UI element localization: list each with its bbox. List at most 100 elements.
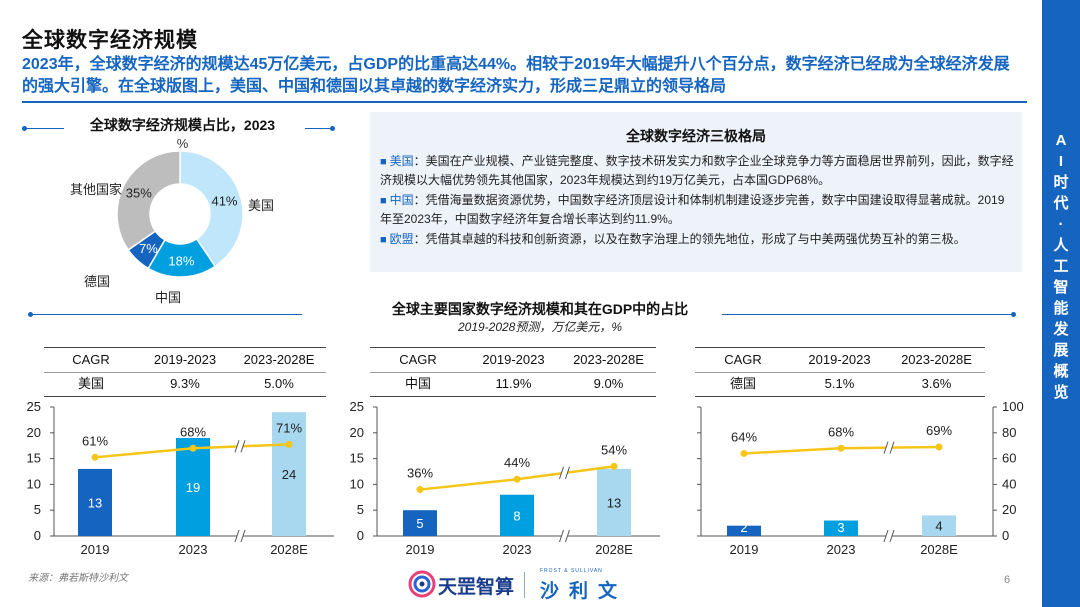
gdp-share-label: 64% (731, 429, 757, 444)
table-cell: 3.6% (921, 376, 952, 391)
section-band-char: 览 (1053, 384, 1069, 401)
tiangang-logo-text: 天罡智算 (438, 577, 515, 598)
axis-break-mark (883, 441, 889, 454)
gdp-share-point (91, 453, 99, 461)
section-band-char: 代 (1053, 195, 1069, 212)
table-header: 2019-2023 (482, 352, 545, 367)
bar-value-label: 4 (935, 519, 942, 534)
frost-sullivan-logo-text: 沙利文 (540, 581, 628, 602)
pie-heading: 全球数字经济规模占比，2023 (89, 117, 276, 133)
bar-value-label: 13 (88, 495, 102, 510)
x-tick-label: 2023 (503, 542, 532, 557)
pie-category-label: 其他国家 (70, 182, 122, 197)
bar (597, 468, 631, 536)
x-tick-label: 2019 (81, 542, 110, 557)
y-tick-label: 25 (350, 399, 364, 414)
tripolar-item-text: ：凭借其卓越的科技和创新资源，以及在数字治理上的领先地位，形成了与中美两强优势互… (413, 232, 966, 246)
table-header: CAGR (724, 352, 762, 367)
tripolar-item-name: 美国 (389, 154, 414, 168)
y-tick-label-right: 20 (1002, 502, 1016, 517)
country-charts-heading: 全球主要国家数字经济规模和其在GDP中的占比 (391, 301, 689, 317)
bar (272, 412, 306, 536)
table-cell: 9.0% (593, 376, 624, 391)
tripolar-item-us: ■ 美国：美国在产业规模、产业链完整度、数字技术研发实力和数字企业全球竞争力等方面… (380, 152, 1015, 189)
bullet-square-icon: ■ (380, 234, 387, 246)
pie-unit: % (176, 136, 189, 151)
section-band (1042, 0, 1080, 607)
page-number: 6 (1004, 574, 1011, 586)
y-tick-label: 10 (27, 476, 41, 491)
section-rule-left (32, 314, 302, 315)
axis-break-mark (559, 466, 564, 479)
country-chart-2: 0 20 40 60 80 100 2 2019 3 2023 4 2028E 64% 68% 69% (697, 399, 1024, 557)
axis-break-mark (234, 440, 240, 453)
axis-break-mark (240, 440, 246, 453)
gdp-share-label: 68% (828, 424, 854, 439)
heading-dot-right (330, 126, 335, 131)
frost-sullivan-logo-small: FROST & SULLIVAN (540, 568, 603, 574)
section-dot-left (28, 312, 33, 317)
axis-break-gap (561, 466, 568, 479)
pie-value-label: 41% (211, 193, 237, 208)
bar (824, 520, 858, 536)
table-rule (44, 396, 326, 397)
y-tick-label: 20 (27, 425, 41, 440)
axis-break-mark (565, 529, 570, 543)
tripolar-panel (370, 112, 1022, 272)
table-header: 2023-2028E (901, 352, 972, 367)
tripolar-item-name: 中国 (389, 193, 414, 207)
source-note: 来源：弗若斯特沙利文 (28, 573, 128, 584)
gdp-share-point (837, 444, 845, 452)
x-tick-label: 2019 (730, 542, 759, 557)
table-cell: 5.1% (824, 376, 855, 391)
section-band-char: 展 (1053, 342, 1069, 359)
heading-dot-left (22, 126, 27, 131)
pie-value-label: 18% (168, 253, 194, 268)
table-row: 美国 9.3% 5.0% (44, 373, 326, 395)
bar-value-label: 13 (607, 495, 621, 510)
y-tick-label: 0 (357, 528, 364, 543)
tripolar-item-eu: ■ 欧盟：凭借其卓越的科技和创新资源，以及在数字治理上的领先地位，形成了与中美两强… (380, 230, 1015, 249)
section-band-char: 时 (1053, 174, 1069, 191)
y-tick-label-right: 0 (1002, 528, 1009, 543)
gdp-share-point (935, 443, 943, 451)
cagr-table-us: CAGR 2019-2023 2023-2028E 美国 9.3% 5.0% (44, 347, 326, 397)
table-header: 2019-2023 (153, 352, 217, 367)
table-cell: 中国 (404, 376, 431, 391)
section-band-char: A (1055, 132, 1067, 149)
bar (727, 525, 761, 536)
table-cell: 9.3% (170, 376, 200, 391)
gdp-share-point (513, 475, 521, 483)
x-tick-label: 2028E (920, 542, 958, 557)
y-tick-label: 15 (27, 451, 41, 466)
page-subtitle: 2023年，全球数字经济的规模达45万亿美元，占GDP的比重高达44%。相较于2… (22, 56, 1010, 95)
table-header: CAGR (72, 352, 110, 367)
y-tick-label: 5 (34, 502, 41, 517)
tripolar-item-name: 欧盟 (389, 232, 414, 246)
axis-break-gap (561, 530, 568, 542)
pie-slice-us (179, 150, 244, 268)
bar-value-label: 19 (186, 480, 200, 495)
gdp-share-point (610, 462, 618, 470)
bar-value-label: 5 (416, 516, 423, 531)
table-rule (695, 396, 985, 397)
pie-slice-other (116, 150, 181, 251)
table-rule (370, 347, 656, 348)
bar-value-label: 2 (740, 520, 747, 535)
heading-rule-right (305, 128, 331, 129)
axis-break-mark (889, 529, 895, 543)
pie-value-label: 35% (126, 185, 152, 200)
table-rule (370, 372, 656, 373)
section-band-char: 人 (1053, 237, 1069, 254)
bar-value-label: 24 (282, 467, 296, 482)
table-cell: 德国 (729, 376, 756, 391)
cagr-table-cn: CAGR 2019-2023 2023-2028E 中国 11.9% 9.0% (370, 347, 656, 397)
table-header-row: CAGR 2019-2023 2023-2028E (695, 349, 985, 371)
axis-break-mark (240, 529, 246, 543)
y-tick-label-right: 100 (1002, 399, 1024, 414)
table-header: CAGR (399, 352, 437, 367)
gdp-share-label: 71% (276, 420, 302, 435)
section-dot-right (1011, 312, 1016, 317)
